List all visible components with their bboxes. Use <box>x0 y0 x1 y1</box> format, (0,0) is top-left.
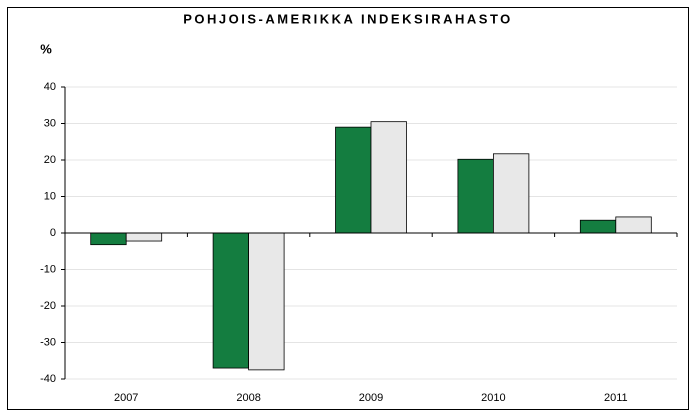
y-tick-label: 20 <box>44 154 56 166</box>
x-tick-label: 2008 <box>236 392 260 404</box>
bar <box>370 121 407 234</box>
y-axis-label: % <box>40 41 52 56</box>
bar <box>335 126 372 234</box>
y-tick-label: -30 <box>40 336 56 348</box>
y-tick-label: 30 <box>44 117 56 129</box>
x-tick-label: 2009 <box>359 392 383 404</box>
bar <box>90 232 127 246</box>
x-tick-label: 2007 <box>114 392 138 404</box>
bar <box>492 153 530 234</box>
x-tick-label: 2011 <box>604 392 628 404</box>
bar <box>248 232 285 371</box>
y-tick-label: -20 <box>40 300 56 312</box>
y-tick-label: 0 <box>50 227 56 239</box>
y-tick-label: -10 <box>40 263 56 275</box>
x-tick-label: 2010 <box>481 392 505 404</box>
bar <box>125 232 163 242</box>
bar <box>579 219 617 234</box>
y-tick-label: 10 <box>44 190 56 202</box>
y-tick-label: -40 <box>40 373 56 385</box>
chart-title: POHJOIS-AMERIKKA INDEKSIRAHASTO <box>183 11 513 26</box>
bar <box>457 158 494 234</box>
y-tick-label: 40 <box>44 81 56 93</box>
bar <box>615 216 652 234</box>
bar <box>212 232 250 369</box>
